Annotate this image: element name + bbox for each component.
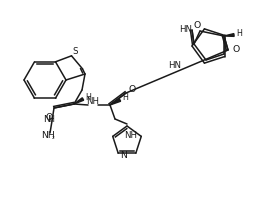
Text: NH: NH (124, 131, 137, 140)
Text: H: H (48, 115, 54, 125)
Text: O: O (128, 84, 136, 94)
Polygon shape (224, 34, 234, 36)
Text: H: H (122, 94, 128, 103)
Text: ₂: ₂ (52, 134, 55, 140)
Text: N: N (43, 115, 50, 125)
Text: HN: HN (169, 61, 181, 70)
Text: H: H (85, 93, 91, 102)
Text: NH: NH (87, 97, 99, 105)
Text: O: O (232, 46, 240, 54)
Text: O: O (193, 21, 201, 30)
Text: N: N (120, 151, 127, 160)
Polygon shape (110, 99, 121, 105)
Text: HN: HN (179, 25, 192, 33)
Polygon shape (74, 98, 84, 104)
Text: S: S (73, 47, 78, 56)
Text: H: H (236, 30, 242, 38)
Text: NH: NH (41, 130, 55, 140)
Text: O: O (45, 113, 53, 121)
